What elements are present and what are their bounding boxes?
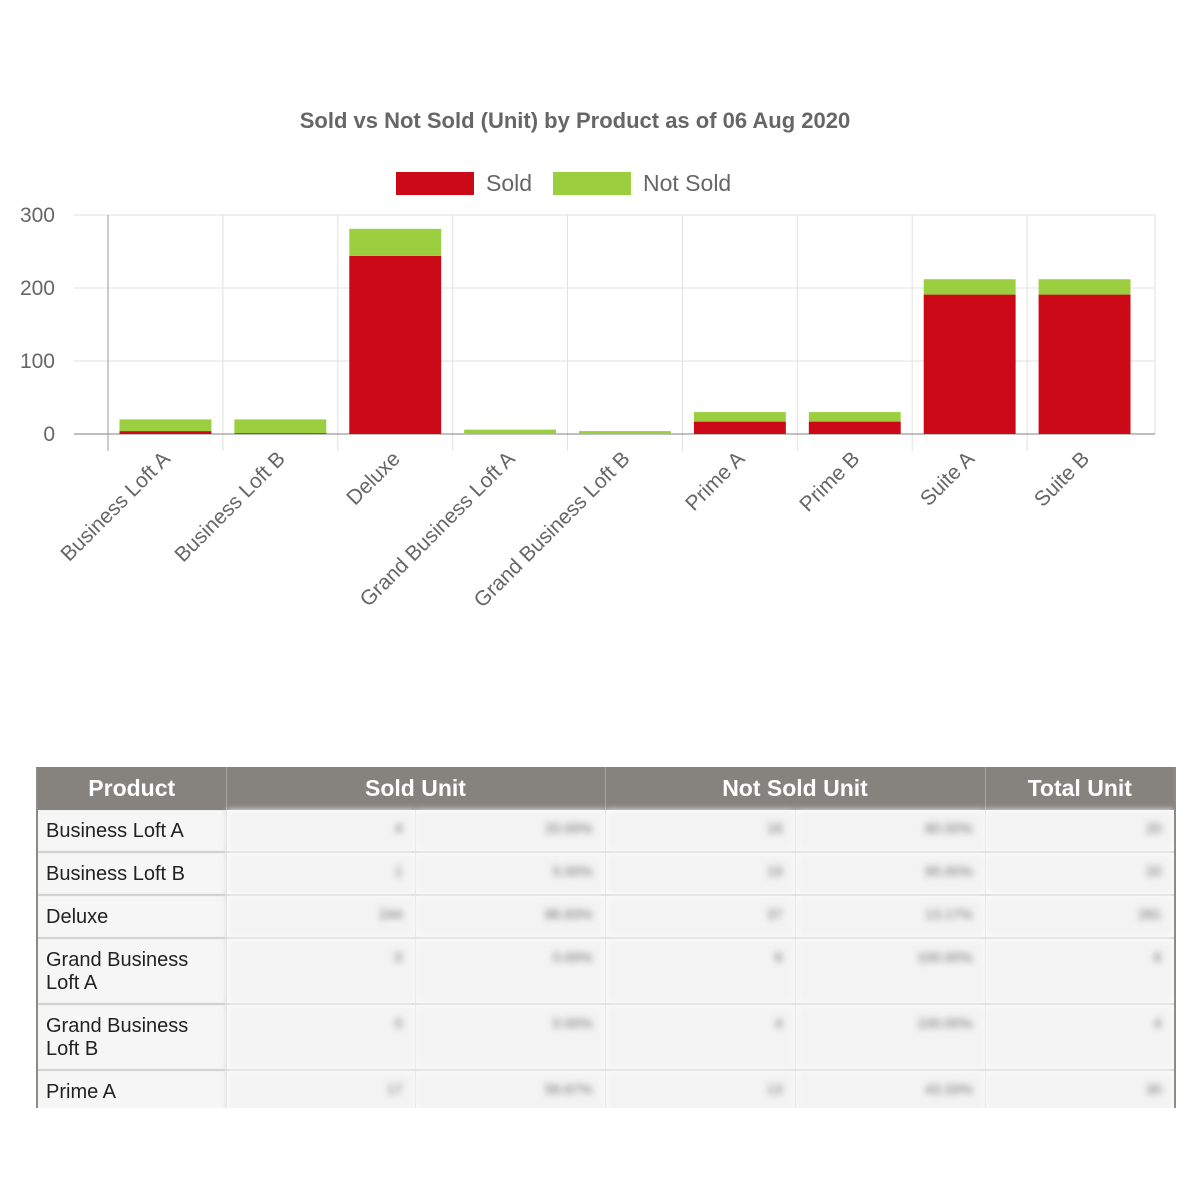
x-tick-label: Prime A (681, 447, 749, 515)
not-sold-percent-cell: 13.17% (795, 895, 986, 939)
table-row: Deluxe 244 86.83% 37 13.17% 281 (38, 895, 1174, 939)
legend-label[interactable]: Sold (486, 170, 532, 196)
y-axis: 0 100 200 300 (20, 204, 55, 446)
bar-segment-sold[interactable] (349, 255, 442, 434)
x-tick-label: Suite A (916, 447, 979, 510)
product-cell: Business Loft A (38, 810, 227, 853)
sold-percent-cell: 86.83% (415, 895, 606, 939)
bar-segment-not-sold[interactable] (349, 228, 442, 256)
y-tick-label: 300 (20, 204, 55, 227)
bar-segment-sold[interactable] (119, 431, 212, 434)
not-sold-percent-cell: 43.33% (795, 1070, 986, 1109)
bar-segment-not-sold[interactable] (923, 279, 1016, 295)
sold-unit-cell: 0 (226, 1004, 416, 1071)
x-tick-label: Deluxe (342, 447, 404, 509)
product-cell: Grand Business Loft A (38, 938, 227, 1005)
product-cell: Business Loft B (38, 852, 227, 896)
x-tick-label: Business Loft A (56, 447, 175, 566)
sold-unit-cell: 244 (226, 895, 416, 939)
bar-segment-not-sold[interactable] (1038, 279, 1131, 295)
x-tick-label: Prime B (795, 447, 864, 516)
header-not-sold-unit[interactable]: Not Sold Unit (605, 767, 986, 810)
not-sold-percent-cell: 95.00% (795, 852, 986, 896)
summary-table: Product Sold Unit Not Sold Unit Total Un… (38, 767, 1174, 1109)
legend-swatch-not-sold[interactable] (551, 170, 633, 197)
header-sold-unit[interactable]: Sold Unit (226, 767, 606, 810)
bar-segment-not-sold[interactable] (119, 419, 212, 432)
bar-segment-sold[interactable] (923, 294, 1016, 434)
chart-legend: Sold Not Sold (394, 170, 731, 197)
not-sold-percent-cell: 100.00% (795, 1004, 986, 1071)
bar-segment-not-sold[interactable] (464, 429, 557, 434)
table-row: Business Loft B 1 5.00% 19 95.00% 20 (38, 852, 1174, 896)
total-unit-cell: 281 (985, 895, 1174, 939)
total-unit-cell: 6 (985, 938, 1174, 1005)
bar-segment-not-sold[interactable] (579, 431, 671, 434)
not-sold-unit-cell: 13 (605, 1070, 796, 1109)
x-tick-label: Business Loft B (170, 447, 289, 566)
not-sold-unit-cell: 4 (605, 1004, 796, 1071)
sold-unit-cell: 17 (226, 1070, 416, 1109)
legend-label[interactable]: Not Sold (643, 170, 731, 196)
sold-percent-cell: 56.67% (415, 1070, 606, 1109)
legend-swatch-sold[interactable] (394, 170, 476, 197)
x-tick-label: Suite B (1030, 447, 1094, 511)
chart-bars (119, 228, 1131, 434)
header-total-unit[interactable]: Total Unit (985, 767, 1174, 810)
table-row: Prime A 17 56.67% 13 43.33% 30 (38, 1070, 1174, 1109)
bar-segment-sold[interactable] (693, 421, 786, 434)
y-tick-label: 100 (20, 350, 55, 373)
table-row: Grand Business Loft A 0 0.00% 6 100.00% 6 (38, 938, 1174, 1005)
table-header-row: Product Sold Unit Not Sold Unit Total Un… (38, 767, 1174, 810)
y-tick-label: 200 (20, 277, 55, 300)
table-row: Business Loft A 4 20.00% 16 80.00% 20 (38, 810, 1174, 853)
sold-percent-cell: 0.00% (415, 1004, 606, 1071)
not-sold-unit-cell: 37 (605, 895, 796, 939)
bar-segment-sold[interactable] (808, 421, 901, 434)
sold-percent-cell: 20.00% (415, 810, 606, 853)
total-unit-cell: 4 (985, 1004, 1174, 1071)
sold-unit-cell: 4 (226, 810, 416, 853)
not-sold-percent-cell: 80.00% (795, 810, 986, 853)
product-cell: Deluxe (38, 895, 227, 939)
stacked-bar-chart: Sold vs Not Sold (Unit) by Product as of… (20, 108, 1156, 612)
total-unit-cell: 30 (985, 1070, 1174, 1109)
sold-unit-cell: 0 (226, 938, 416, 1005)
sold-percent-cell: 5.00% (415, 852, 606, 896)
not-sold-unit-cell: 6 (605, 938, 796, 1005)
not-sold-unit-cell: 16 (605, 810, 796, 853)
not-sold-percent-cell: 100.00% (795, 938, 986, 1005)
chart-title: Sold vs Not Sold (Unit) by Product as of… (300, 108, 850, 133)
total-unit-cell: 20 (985, 810, 1174, 853)
bar-segment-not-sold[interactable] (234, 419, 327, 434)
bar-segment-not-sold[interactable] (693, 412, 786, 422)
product-cell: Prime A (38, 1070, 227, 1109)
summary-table-container: Product Sold Unit Not Sold Unit Total Un… (36, 767, 1176, 1109)
table-row: Grand Business Loft B 0 0.00% 4 100.00% 4 (38, 1004, 1174, 1071)
not-sold-unit-cell: 19 (605, 852, 796, 896)
bar-segment-sold[interactable] (1038, 294, 1131, 434)
y-tick-label: 0 (43, 423, 55, 446)
sold-percent-cell: 0.00% (415, 938, 606, 1005)
page-bottom-blank (0, 1108, 1200, 1200)
product-cell: Grand Business Loft B (38, 1004, 227, 1071)
sold-unit-cell: 1 (226, 852, 416, 896)
total-unit-cell: 20 (985, 852, 1174, 896)
header-product[interactable]: Product (38, 767, 227, 810)
bar-segment-not-sold[interactable] (808, 412, 901, 422)
